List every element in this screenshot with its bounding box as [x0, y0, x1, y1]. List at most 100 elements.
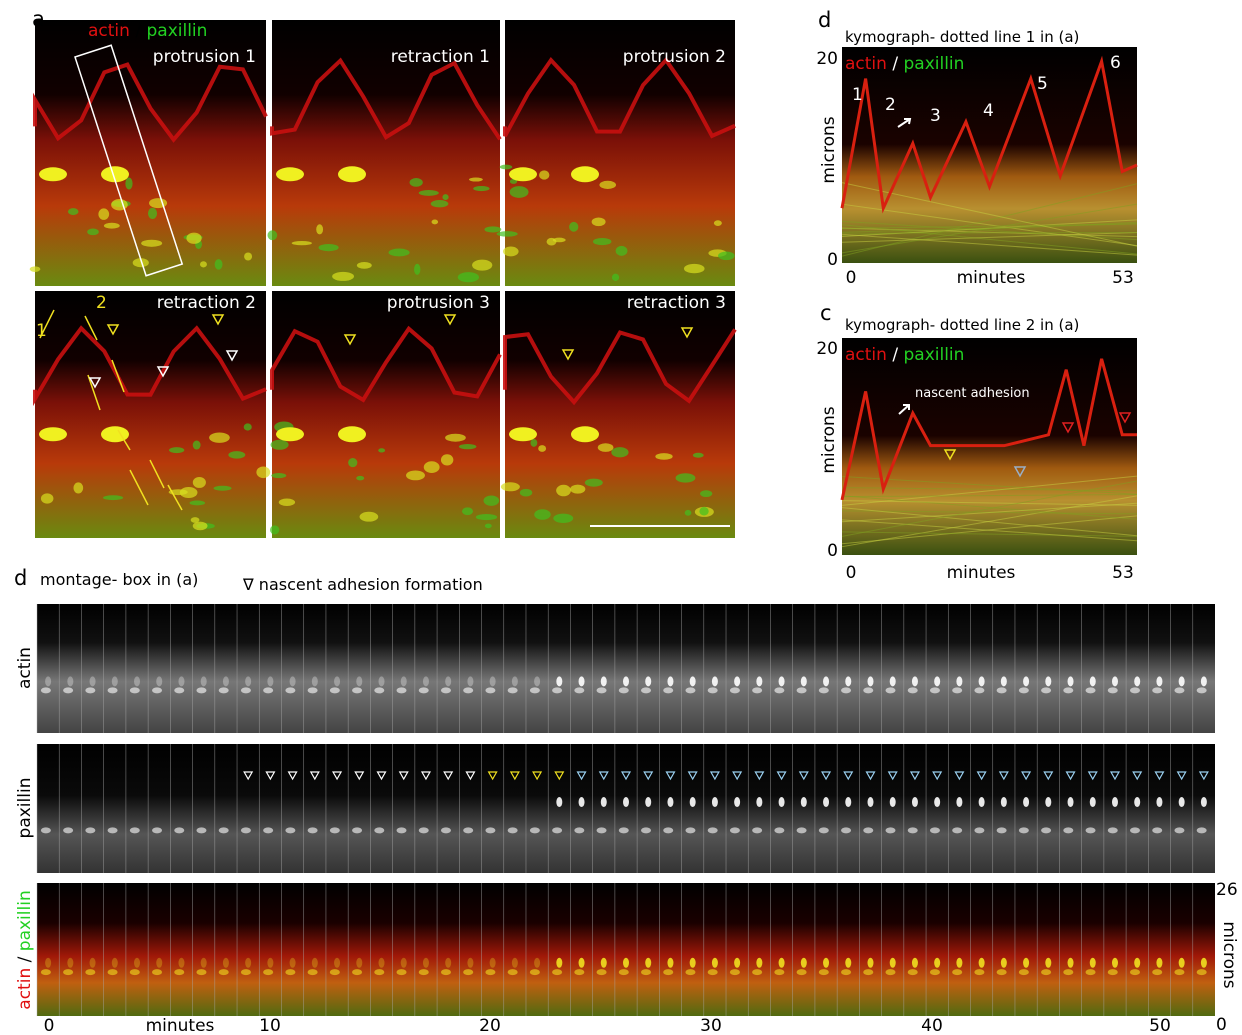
adhesion	[196, 827, 206, 833]
adhesion	[663, 687, 673, 693]
adhesion	[490, 676, 496, 686]
tile-label: retraction 3	[627, 293, 726, 313]
adhesion	[509, 167, 537, 181]
adhesion	[1108, 827, 1118, 833]
adhesion	[534, 509, 551, 520]
adhesion	[801, 958, 807, 968]
adhesion	[1130, 969, 1140, 975]
adhesion	[997, 687, 1007, 693]
adhesion	[734, 958, 740, 968]
adhesion	[1179, 797, 1185, 807]
adhesion	[276, 427, 304, 441]
tile-label: protrusion 3	[387, 293, 490, 313]
adhesion	[530, 687, 540, 693]
adhesion	[201, 676, 207, 686]
adhesion	[41, 827, 51, 833]
adhesion	[241, 687, 251, 693]
adhesion	[930, 969, 940, 975]
adhesion	[1090, 797, 1096, 807]
images	[30, 20, 1215, 1016]
legend-sep: /	[892, 345, 898, 365]
adhesion	[1112, 958, 1118, 968]
adhesion	[85, 687, 95, 693]
adhesion	[1023, 797, 1029, 807]
adhesion	[841, 827, 851, 833]
adhesion	[1197, 827, 1207, 833]
adhesion	[863, 969, 873, 975]
adhesion	[538, 445, 546, 452]
adhesion	[219, 827, 229, 833]
adhesion	[156, 676, 162, 686]
adhesion	[819, 827, 829, 833]
adhesion	[441, 827, 451, 833]
adhesion	[374, 827, 384, 833]
adhesion	[645, 797, 651, 807]
peak-label: 4	[983, 101, 994, 121]
adhesion	[441, 969, 451, 975]
adhesion	[149, 198, 167, 208]
kymograph-title: kymograph- dotted line 2 in (a)	[845, 316, 1079, 334]
adhesion	[690, 797, 696, 807]
adhesion	[512, 676, 518, 686]
adhesion	[510, 186, 529, 198]
adhesion	[1134, 958, 1140, 968]
adhesion	[316, 224, 323, 234]
adhesion	[667, 676, 673, 686]
adhesion	[508, 969, 518, 975]
adhesion	[867, 676, 873, 686]
adhesion	[196, 687, 206, 693]
adhesion	[441, 454, 453, 465]
adhesion	[476, 514, 497, 520]
x-tick-label: 30	[700, 1016, 722, 1035]
x-right: 53	[1112, 563, 1134, 583]
adhesion	[379, 676, 385, 686]
panel-letter: a	[32, 7, 45, 31]
adhesion	[552, 827, 562, 833]
adhesion	[1130, 687, 1140, 693]
adhesion	[30, 266, 41, 272]
adhesion	[708, 687, 718, 693]
adhesion	[556, 958, 562, 968]
adhesion	[501, 482, 520, 491]
adhesion	[334, 676, 340, 686]
adhesion	[419, 190, 439, 196]
adhesion	[734, 676, 740, 686]
y-bottom: 0	[827, 541, 838, 561]
adhesion	[467, 958, 473, 968]
adhesion	[685, 510, 692, 516]
adhesion	[912, 797, 918, 807]
legend-symbol: ∇	[242, 575, 254, 594]
adhesion	[462, 507, 473, 515]
adhesion	[1156, 958, 1162, 968]
adhesion	[67, 958, 73, 968]
adhesion	[593, 238, 611, 245]
adhesion	[667, 797, 673, 807]
adhesion	[863, 687, 873, 693]
adhesion	[485, 524, 492, 529]
adhesion	[485, 969, 495, 975]
adhesion	[685, 687, 695, 693]
adhesion	[152, 687, 162, 693]
adhesion	[752, 827, 762, 833]
adhesion	[101, 426, 129, 442]
adhesion	[1019, 827, 1029, 833]
adhesion	[641, 687, 651, 693]
adhesion	[134, 676, 140, 686]
adhesion	[547, 238, 557, 246]
figure: a actin / paxillin protrusion 1 retracti…	[0, 0, 1242, 1035]
adhesion	[623, 958, 629, 968]
peak-label: 1	[852, 85, 863, 105]
adhesion	[885, 827, 895, 833]
adhesion	[930, 687, 940, 693]
adhesion	[619, 969, 629, 975]
adhesion	[823, 797, 829, 807]
adhesion	[330, 687, 340, 693]
adhesion	[574, 969, 584, 975]
adhesion	[458, 272, 479, 282]
legend-actin: actin	[15, 968, 35, 1010]
tile-label: protrusion 1	[153, 47, 256, 67]
adhesion	[267, 958, 273, 968]
micrograph	[35, 291, 266, 538]
adhesion	[612, 274, 619, 281]
adhesion	[574, 827, 584, 833]
